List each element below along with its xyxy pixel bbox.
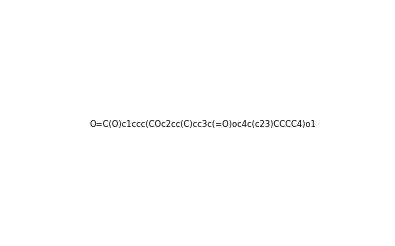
Text: O=C(O)c1ccc(COc2cc(C)cc3c(=O)oc4c(c23)CCCC4)o1: O=C(O)c1ccc(COc2cc(C)cc3c(=O)oc4c(c23)CC… (89, 120, 316, 129)
